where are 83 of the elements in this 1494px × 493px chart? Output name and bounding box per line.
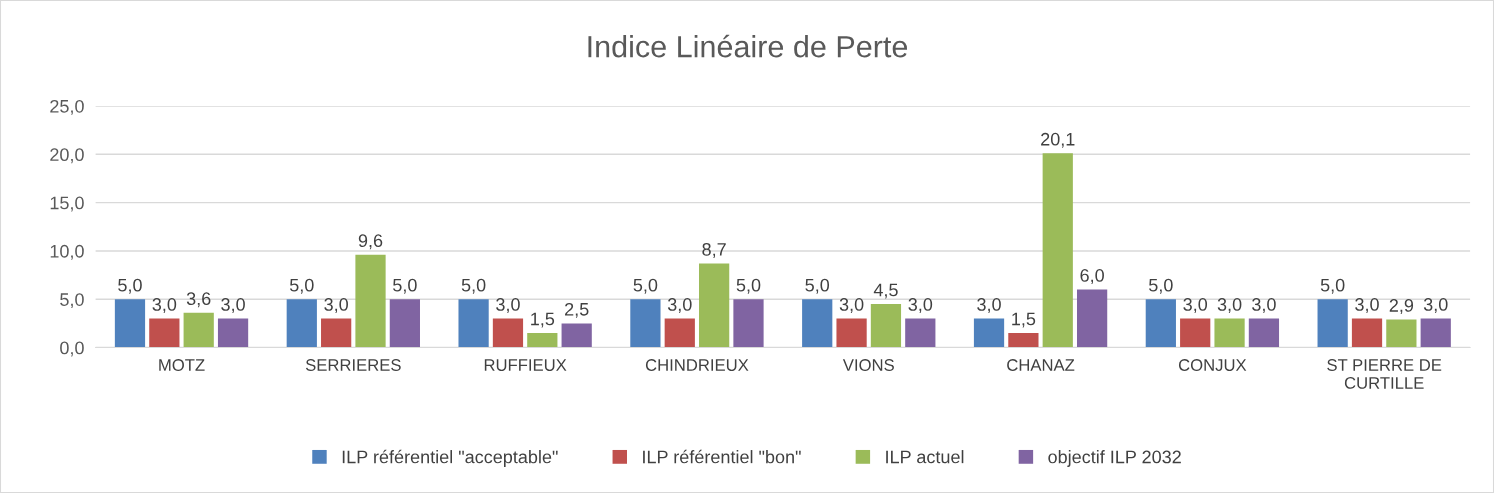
- bar: [802, 299, 833, 348]
- bar: [1180, 318, 1211, 348]
- bar: [733, 299, 764, 348]
- legend-label: ILP référentiel "bon": [643, 449, 801, 464]
- data-label: 4,5: [873, 283, 898, 299]
- data-label: 5,0: [118, 278, 142, 294]
- data-label: 2,5: [565, 302, 589, 318]
- data-label: 3,0: [496, 298, 520, 313]
- bar: [699, 263, 730, 348]
- data-label: 9,6: [358, 234, 383, 250]
- data-label: 3,0: [908, 298, 933, 313]
- x-tick-label: CHINDRIEUX: [645, 359, 749, 371]
- bar: [973, 318, 1005, 348]
- legend-label: objectif ILP 2032: [1048, 450, 1181, 467]
- y-tick-label: 0,0: [60, 341, 84, 357]
- chart-title: Indice Linéaire de Perte: [588, 34, 908, 58]
- x-tick-label: SERRIERES: [305, 359, 401, 371]
- data-label: 2,9: [1389, 299, 1414, 314]
- data-label: 3,0: [221, 298, 245, 313]
- bar: [1351, 318, 1383, 348]
- bar: [1420, 318, 1451, 348]
- y-tick-label: 20,0: [50, 148, 84, 164]
- data-label: 5,0: [1320, 278, 1345, 294]
- data-label: 3,0: [1355, 298, 1379, 313]
- bar: [389, 299, 420, 348]
- bar: [286, 299, 317, 348]
- bar: [492, 318, 524, 348]
- bar: [1042, 153, 1073, 348]
- x-tick-label: CHANAZ: [1007, 359, 1075, 371]
- bar: [183, 312, 214, 348]
- bar: [1214, 318, 1245, 348]
- bar: [561, 323, 592, 348]
- bar: [114, 299, 146, 348]
- bar: [664, 318, 695, 348]
- bar: [870, 304, 902, 348]
- bar: [1145, 299, 1176, 348]
- data-label: 5,0: [736, 278, 761, 294]
- bar: [630, 299, 661, 348]
- bar: [527, 333, 558, 348]
- data-label: 3,0: [1423, 298, 1448, 313]
- bar: [1386, 319, 1417, 348]
- data-label: 5,0: [805, 278, 830, 294]
- data-label: 1,5: [531, 312, 555, 328]
- data-label: 6,0: [1080, 269, 1104, 284]
- x-tick-label: VIONS: [842, 359, 894, 371]
- x-tick-label: RUFFIEUX: [484, 359, 567, 371]
- bar: [321, 318, 352, 348]
- data-label: 5,0: [393, 278, 417, 294]
- x-tick-label: ST PIERRE DE CURTILLE: [1327, 359, 1442, 389]
- bar: [458, 299, 489, 348]
- data-label: 8,7: [702, 242, 726, 258]
- data-label: 20,1: [1041, 132, 1075, 148]
- data-label: 5,0: [633, 278, 658, 294]
- legend-label: ILP référentiel "acceptable": [342, 449, 558, 467]
- data-label: 3,0: [839, 298, 864, 313]
- legend-label: ILP actuel: [886, 450, 964, 464]
- y-tick-label: 15,0: [50, 196, 84, 212]
- bar: [905, 318, 936, 348]
- y-tick-label: 10,0: [50, 244, 84, 260]
- bar: [1076, 289, 1108, 348]
- x-tick-label: CONJUX: [1178, 359, 1247, 371]
- y-tick-label: 5,0: [60, 293, 84, 309]
- bar: [1248, 318, 1280, 348]
- y-tick-label: 25,0: [50, 99, 84, 115]
- data-label: 5,0: [289, 278, 314, 294]
- data-label: 3,0: [1183, 298, 1208, 313]
- x-tick-label: MOTZ: [159, 359, 205, 371]
- bar: [1317, 299, 1348, 348]
- data-label: 5,0: [461, 278, 486, 294]
- data-label: 5,0: [1149, 278, 1173, 294]
- bar: [836, 318, 867, 348]
- data-label: 3,0: [152, 298, 177, 313]
- data-label: 3,0: [324, 298, 348, 313]
- bar: [355, 254, 386, 348]
- data-label: 3,0: [977, 298, 1001, 313]
- data-label: 3,0: [667, 298, 692, 313]
- bar: [217, 318, 249, 348]
- bar: [1008, 333, 1039, 348]
- data-label: 3,0: [1252, 298, 1276, 313]
- bar: [149, 318, 180, 348]
- data-label: 3,6: [186, 292, 211, 308]
- data-label: 1,5: [1012, 312, 1036, 328]
- data-label: 3,0: [1217, 298, 1242, 313]
